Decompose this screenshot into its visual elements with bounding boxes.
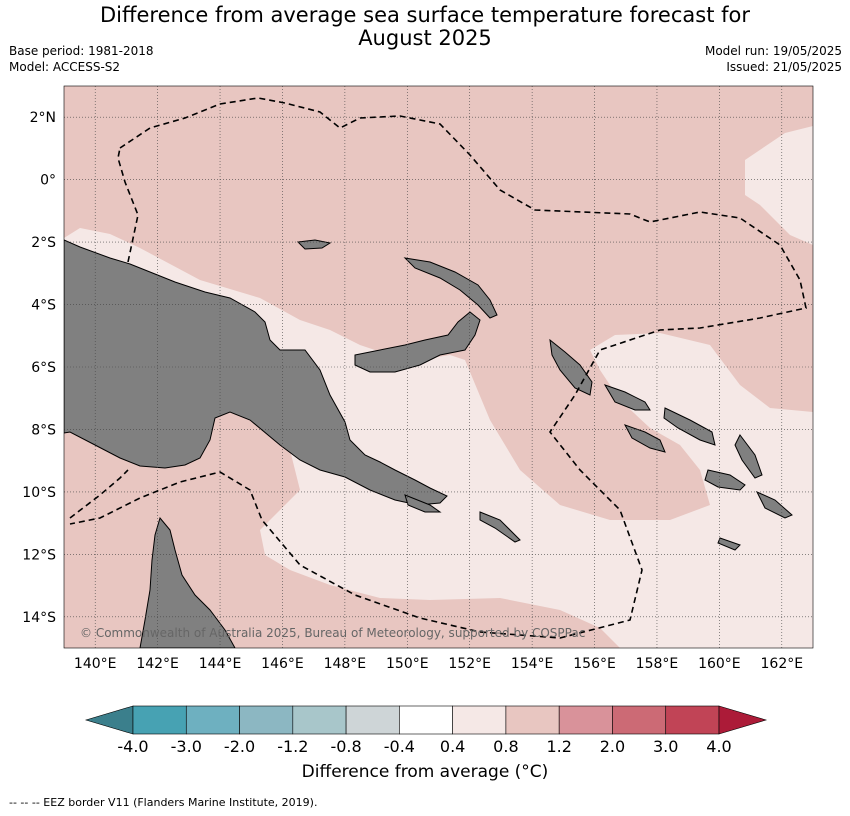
australia-cape-york xyxy=(139,516,236,648)
solomon-islands xyxy=(603,384,793,551)
meta-right: Model run: 19/05/2025 Issued: 21/05/2025 xyxy=(705,43,842,75)
lon-label: 162°E xyxy=(761,656,804,672)
latitude-labels: 2°N 0° 2°S 4°S 6°S 8°S 10°S 12°S 14°S xyxy=(22,110,56,626)
lon-label: 144°E xyxy=(199,656,242,672)
lon-label: 140°E xyxy=(74,656,117,672)
model-run: Model run: 19/05/2025 xyxy=(704,44,842,58)
colorbar-tick: 2.0 xyxy=(600,737,625,756)
lat-label: 0° xyxy=(40,173,56,189)
colorbar-segment xyxy=(665,705,720,735)
lon-label: 146°E xyxy=(261,656,304,672)
land xyxy=(64,239,793,648)
colorbar-tick: -2.0 xyxy=(224,737,255,756)
colorbar-tick: 1.2 xyxy=(546,737,571,756)
colorbar-tick: -3.0 xyxy=(171,737,202,756)
lat-label: 12°S xyxy=(22,547,56,563)
bougainville xyxy=(549,338,593,396)
colorbar-tick: -1.2 xyxy=(277,737,308,756)
graticule xyxy=(64,86,813,648)
model-name: Model: ACCESS-S2 xyxy=(9,60,121,74)
colorbar-tick: -0.4 xyxy=(384,737,415,756)
lon-label: 154°E xyxy=(511,656,554,672)
colorbar-tick: 4.0 xyxy=(706,737,731,756)
colorbar-tick-labels: -4.0 -3.0 -2.0 -1.2 -0.8 -0.4 0.4 0.8 1.2 2.0 3.0 4… xyxy=(117,737,731,756)
lat-label: 2°N xyxy=(30,110,56,126)
lat-label: 14°S xyxy=(22,610,56,626)
lon-label: 150°E xyxy=(386,656,429,672)
colorbar-extend-low xyxy=(84,705,134,735)
base-period: Base period: 1981-2018 xyxy=(9,44,154,58)
colorbar-segment xyxy=(345,705,400,735)
lat-label: 2°S xyxy=(31,235,56,251)
issued-date: Issued: 21/05/2025 xyxy=(726,60,842,74)
colorbar-segment xyxy=(239,705,294,735)
colorbar-segment xyxy=(558,705,613,735)
colorbar-segment xyxy=(399,705,453,735)
chart-title: Difference from average sea surface temp… xyxy=(0,4,850,50)
lat-label: 10°S xyxy=(22,485,56,501)
colorbar xyxy=(84,705,768,735)
colorbar-title: Difference from average (°C) xyxy=(301,762,549,782)
anomaly-band-0.4-0.8-east xyxy=(745,126,813,245)
map-frame xyxy=(63,85,814,649)
colorbar-segment xyxy=(452,705,507,735)
lon-label: 152°E xyxy=(448,656,491,672)
colorbar-segment xyxy=(292,705,347,735)
map-area: © Commonwealth of Australia 2025, Bureau… xyxy=(64,86,813,648)
new-ireland xyxy=(403,257,498,319)
longitude-labels: 140°E 142°E 144°E 146°E 148°E 150°E 152°E 154°E… xyxy=(74,656,803,672)
title-line-1: Difference from average sea surface temp… xyxy=(100,3,750,27)
colorbar-segment xyxy=(612,705,667,735)
colorbar-tick: -0.8 xyxy=(330,737,361,756)
lat-label: 4°S xyxy=(31,298,56,314)
copyright-text: © Commonwealth of Australia 2025, Bureau… xyxy=(80,626,585,640)
title-line-2: August 2025 xyxy=(358,26,492,50)
lon-label: 156°E xyxy=(573,656,616,672)
colorbar-tick: -4.0 xyxy=(117,737,148,756)
eez-footnote: -- -- -- EEZ border V11 (Flanders Marine… xyxy=(9,796,318,809)
eez-border xyxy=(69,97,807,639)
meta-left: Base period: 1981-2018 Model: ACCESS-S2 xyxy=(9,43,154,75)
colorbar-extend-high xyxy=(718,705,768,735)
colorbar-tick: 0.8 xyxy=(493,737,518,756)
lon-label: 142°E xyxy=(136,656,179,672)
colorbar-segment xyxy=(505,705,560,735)
colorbar-segment xyxy=(185,705,240,735)
lon-label: 160°E xyxy=(698,656,741,672)
lat-label: 8°S xyxy=(31,422,56,438)
colorbar-tick: 3.0 xyxy=(653,737,678,756)
colorbar-tick: 0.4 xyxy=(440,737,465,756)
lat-label: 6°S xyxy=(31,360,56,376)
lon-label: 148°E xyxy=(324,656,367,672)
lon-label: 158°E xyxy=(636,656,679,672)
colorbar-segment xyxy=(132,705,187,735)
new-britain xyxy=(354,311,481,373)
new-guinea-landmass xyxy=(64,239,448,506)
